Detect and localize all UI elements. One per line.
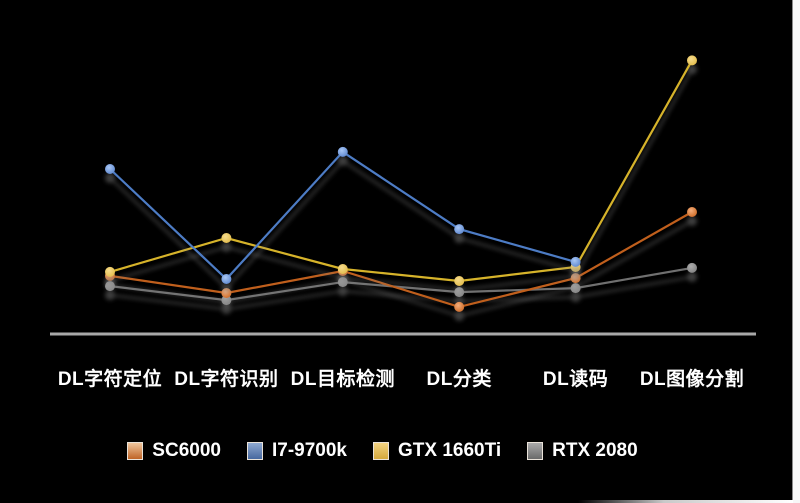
- data-point: [337, 277, 348, 288]
- x-axis-label: DL目标检测: [290, 369, 395, 390]
- right-edge-strip: [792, 0, 800, 503]
- legend-item-gtx-1660ti: GTX 1660Ti: [372, 440, 502, 462]
- series-line: [109, 59, 693, 283]
- legend-item-i7-9700k: I7-9700k: [246, 440, 347, 462]
- data-point: [105, 164, 115, 174]
- data-point: [337, 146, 348, 157]
- legend-swatch-icon: [372, 442, 389, 460]
- data-point: [570, 283, 581, 294]
- data-point: [454, 224, 465, 235]
- data-point: [221, 295, 232, 306]
- legend-swatch-icon: [246, 442, 263, 460]
- data-point: [454, 287, 465, 298]
- legend-label: GTX 1660Ti: [397, 440, 502, 461]
- legend-label: RTX 2080: [552, 440, 638, 461]
- legend-item-rtx-2080: RTX 2080: [527, 440, 638, 462]
- data-point: [105, 281, 115, 292]
- series-line: [109, 266, 693, 302]
- series-rtx-2080: [105, 262, 697, 306]
- data-point: [337, 264, 348, 274]
- series-sc6000: [105, 207, 697, 312]
- legend-label: I7-9700k: [271, 440, 347, 461]
- series-i7-9700k: [105, 146, 581, 284]
- data-point: [454, 301, 465, 312]
- x-axis-label: DL分类: [426, 369, 492, 390]
- legend-label: SC6000: [152, 440, 221, 461]
- series-line: [109, 211, 693, 309]
- data-point: [221, 288, 232, 298]
- series-gtx-1660ti: [105, 55, 697, 286]
- chart-legend: SC6000 I7-9700k GTX 1660Ti RTX 2080: [0, 440, 793, 462]
- data-point: [105, 266, 115, 277]
- data-point: [570, 273, 581, 284]
- x-axis-label: DL读码: [542, 369, 609, 390]
- data-point: [687, 207, 697, 217]
- data-point: [454, 276, 465, 286]
- legend-swatch-icon: [127, 442, 144, 460]
- series-line: [109, 150, 576, 281]
- data-point: [687, 55, 697, 66]
- data-point: [570, 256, 581, 267]
- x-axis-label: DL图像分割: [639, 369, 745, 390]
- bottom-edge-strip: [578, 500, 793, 503]
- x-axis-label: DL字符定位: [57, 369, 163, 390]
- x-axis-label: DL字符识别: [174, 369, 279, 390]
- data-point: [687, 262, 697, 273]
- legend-swatch-icon: [527, 442, 544, 460]
- data-point: [221, 274, 232, 284]
- data-point: [221, 233, 232, 243]
- legend-item-sc6000: SC6000: [127, 440, 221, 462]
